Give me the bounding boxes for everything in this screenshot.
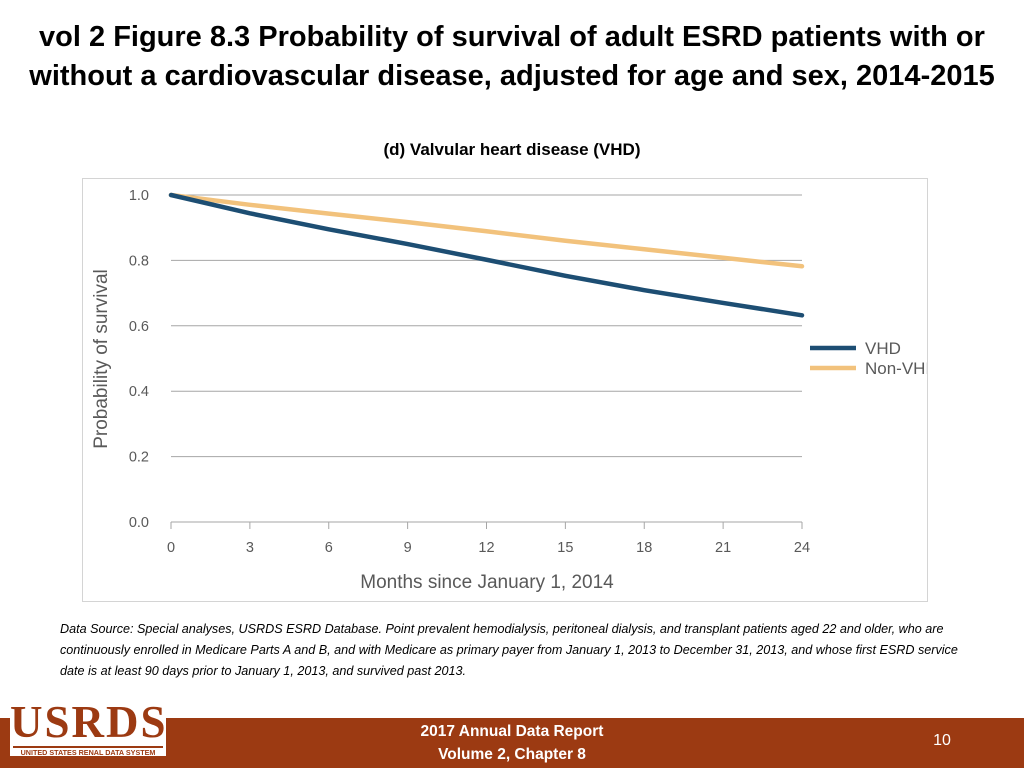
series-line-non-vhd	[168, 192, 805, 269]
x-tick-label-7: 21	[715, 540, 731, 556]
survival-line-chart: 0.0 0.2 0.4 0.6 0.8 1.0 0 3 6 9 12 15 18 21 24 Months s…	[91, 188, 927, 593]
series-line-vhd	[168, 192, 805, 318]
y-tick-label-0: 0.0	[129, 515, 149, 531]
y-tick-label-2: 0.4	[129, 384, 149, 400]
legend-label-non-vhd: Non-VHD	[865, 359, 927, 378]
y-tick-label-5: 1.0	[129, 188, 149, 204]
footer-report-line-1: 2017 Annual Data Report	[420, 723, 604, 740]
data-source-note: Data Source: Special analyses, USRDS ESR…	[60, 622, 958, 678]
x-tick-label-1: 3	[246, 540, 254, 556]
x-tick-label-6: 18	[636, 540, 652, 556]
y-tick-label-3: 0.6	[129, 319, 149, 335]
footer-report-line-2: Volume 2, Chapter 8	[438, 746, 586, 763]
usrds-logo-word: USRDS	[10, 697, 168, 747]
slide-title-line-2: without a cardiovascular disease, adjust…	[29, 60, 995, 92]
page-number: 10	[933, 732, 951, 749]
usrds-logo-subtext: UNITED STATES RENAL DATA SYSTEM	[13, 746, 163, 757]
x-tick-label-5: 15	[557, 540, 573, 556]
chart-subtitle: (d) Valvular heart disease (VHD)	[383, 140, 641, 159]
y-axis-title: Probability of survival	[91, 269, 112, 449]
y-tick-label-4: 0.8	[129, 253, 149, 269]
chart-frame: 0.0 0.2 0.4 0.6 0.8 1.0 0 3 6 9 12 15 18 21 24 Months s…	[82, 178, 928, 602]
x-tick-label-2: 6	[325, 540, 333, 556]
x-tick-label-8: 24	[794, 540, 810, 556]
usrds-logo: USRDS UNITED STATES RENAL DATA SYSTEM	[10, 697, 168, 757]
x-axis-title: Months since January 1, 2014	[360, 572, 614, 593]
slide-title-line-1: vol 2 Figure 8.3 Probability of survival…	[39, 21, 985, 53]
x-tick-label-0: 0	[167, 540, 175, 556]
footer-bar	[0, 718, 1024, 768]
footer-report-title: 2017 Annual Data Report Volume 2, Chapte…	[362, 720, 662, 766]
legend-label-vhd: VHD	[865, 339, 901, 358]
x-tick-label-3: 9	[404, 540, 412, 556]
slide-title: vol 2 Figure 8.3 Probability of survival…	[0, 18, 1024, 96]
x-tick-label-4: 12	[478, 540, 494, 556]
y-tick-label-1: 0.2	[129, 450, 149, 466]
